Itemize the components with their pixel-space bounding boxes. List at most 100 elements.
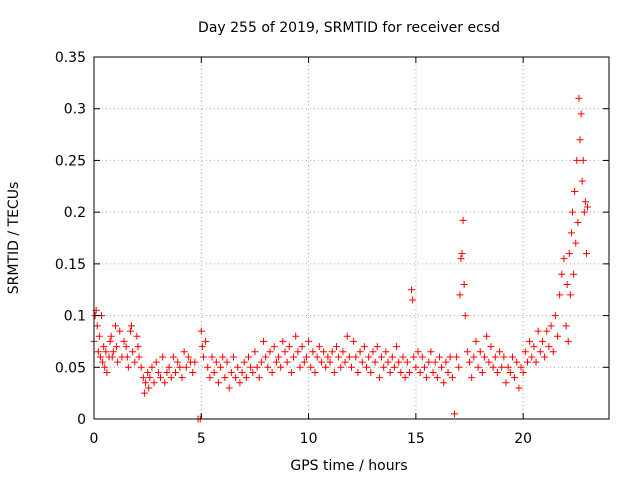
data-point bbox=[491, 353, 499, 361]
data-point bbox=[474, 363, 482, 371]
data-point bbox=[242, 374, 250, 382]
data-point bbox=[463, 348, 471, 356]
data-point bbox=[169, 353, 177, 361]
data-point bbox=[538, 337, 546, 345]
data-point bbox=[109, 348, 117, 356]
data-point bbox=[570, 270, 578, 278]
data-point bbox=[356, 348, 364, 356]
x-tick-label: 0 bbox=[90, 431, 99, 447]
data-point bbox=[483, 332, 491, 340]
data-point bbox=[146, 374, 154, 382]
data-point bbox=[135, 353, 143, 361]
data-point bbox=[348, 363, 355, 371]
data-point bbox=[296, 363, 304, 371]
data-point bbox=[403, 358, 411, 366]
data-point bbox=[493, 368, 501, 376]
data-point bbox=[285, 343, 293, 351]
data-point bbox=[547, 322, 555, 330]
data-point bbox=[534, 327, 542, 335]
data-point bbox=[317, 358, 325, 366]
data-point bbox=[345, 353, 353, 361]
data-point bbox=[541, 353, 549, 361]
data-point bbox=[290, 353, 298, 361]
data-point bbox=[506, 368, 514, 376]
data-point bbox=[515, 384, 523, 392]
data-point bbox=[253, 363, 261, 371]
data-point bbox=[489, 363, 497, 371]
data-point bbox=[257, 358, 265, 366]
data-point bbox=[476, 348, 484, 356]
data-point bbox=[401, 374, 409, 382]
data-point bbox=[277, 363, 285, 371]
data-point bbox=[573, 156, 581, 164]
data-point bbox=[217, 363, 225, 371]
data-point bbox=[581, 198, 589, 206]
data-point bbox=[180, 348, 188, 356]
data-point bbox=[456, 291, 464, 299]
data-point bbox=[174, 358, 182, 366]
data-point bbox=[572, 239, 580, 247]
data-point bbox=[438, 363, 446, 371]
data-point bbox=[101, 363, 109, 371]
data-point bbox=[429, 368, 437, 376]
y-tick-label: 0 bbox=[77, 412, 86, 428]
data-point bbox=[219, 353, 227, 361]
data-point bbox=[292, 332, 300, 340]
data-point bbox=[414, 348, 422, 356]
data-point bbox=[108, 353, 116, 361]
data-point bbox=[157, 374, 165, 382]
plot-frame bbox=[93, 56, 610, 420]
data-point bbox=[266, 348, 274, 356]
data-point bbox=[440, 379, 448, 387]
data-point bbox=[131, 358, 139, 366]
data-point bbox=[300, 358, 308, 366]
data-point bbox=[571, 187, 579, 195]
data-point bbox=[511, 374, 519, 382]
data-point bbox=[358, 358, 366, 366]
data-point bbox=[214, 379, 222, 387]
data-point bbox=[287, 368, 295, 376]
data-point bbox=[124, 363, 132, 371]
data-point bbox=[569, 208, 577, 216]
data-point bbox=[238, 368, 246, 376]
data-point bbox=[453, 353, 461, 361]
data-point bbox=[260, 337, 268, 345]
data-point bbox=[580, 208, 588, 216]
data-point bbox=[275, 353, 283, 361]
data-point bbox=[498, 363, 506, 371]
data-point bbox=[513, 358, 521, 366]
data-point bbox=[458, 250, 466, 258]
data-point bbox=[113, 343, 121, 351]
data-point bbox=[457, 255, 465, 263]
data-point bbox=[330, 368, 338, 376]
data-point bbox=[294, 348, 302, 356]
data-point bbox=[412, 363, 420, 371]
data-point bbox=[142, 379, 149, 387]
data-point bbox=[137, 363, 145, 371]
y-tick-label: 0.1 bbox=[64, 309, 86, 325]
data-point bbox=[159, 353, 167, 361]
data-point bbox=[562, 322, 570, 330]
data-point bbox=[123, 353, 131, 361]
data-point bbox=[328, 348, 336, 356]
data-point bbox=[126, 327, 134, 335]
data-point bbox=[227, 368, 235, 376]
data-point bbox=[139, 374, 147, 382]
data-point bbox=[134, 343, 142, 351]
data-point bbox=[367, 368, 375, 376]
data-point bbox=[94, 348, 102, 356]
data-point bbox=[178, 374, 186, 382]
data-point bbox=[478, 368, 486, 376]
y-axis-label: SRMTID / TECUs bbox=[6, 182, 22, 295]
data-point bbox=[272, 358, 280, 366]
data-point bbox=[485, 358, 493, 366]
data-point bbox=[221, 374, 229, 382]
data-point bbox=[232, 374, 240, 382]
data-point bbox=[487, 343, 495, 351]
data-point bbox=[206, 374, 214, 382]
data-point bbox=[161, 379, 169, 387]
data-point bbox=[283, 358, 291, 366]
data-point bbox=[451, 410, 458, 418]
data-point bbox=[519, 368, 527, 376]
data-point bbox=[574, 218, 582, 226]
